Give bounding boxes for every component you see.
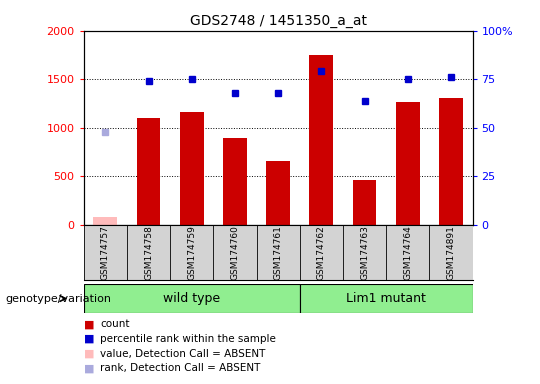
Title: GDS2748 / 1451350_a_at: GDS2748 / 1451350_a_at: [190, 14, 367, 28]
Bar: [180, 112, 204, 225]
Text: count: count: [100, 319, 130, 329]
Text: GSM174757: GSM174757: [101, 225, 110, 280]
Text: GSM174762: GSM174762: [317, 225, 326, 280]
Bar: [223, 138, 247, 225]
Text: GSM174759: GSM174759: [187, 225, 196, 280]
Bar: [300, 284, 472, 313]
Text: GSM174891: GSM174891: [447, 225, 455, 280]
Text: percentile rank within the sample: percentile rank within the sample: [100, 334, 276, 344]
Text: wild type: wild type: [163, 292, 220, 305]
Bar: [93, 217, 117, 225]
Bar: [266, 161, 290, 225]
Text: GSM174760: GSM174760: [231, 225, 239, 280]
Bar: [137, 118, 160, 225]
Bar: [84, 284, 300, 313]
Text: genotype/variation: genotype/variation: [5, 293, 111, 304]
Text: value, Detection Call = ABSENT: value, Detection Call = ABSENT: [100, 349, 265, 359]
Text: ■: ■: [84, 319, 94, 329]
Bar: [309, 55, 333, 225]
Text: GSM174761: GSM174761: [274, 225, 282, 280]
Text: GSM174764: GSM174764: [403, 225, 412, 280]
Text: GSM174763: GSM174763: [360, 225, 369, 280]
Text: ■: ■: [84, 363, 94, 373]
Text: rank, Detection Call = ABSENT: rank, Detection Call = ABSENT: [100, 363, 260, 373]
Text: ■: ■: [84, 334, 94, 344]
Text: ■: ■: [84, 349, 94, 359]
Bar: [396, 101, 420, 225]
Text: Lim1 mutant: Lim1 mutant: [346, 292, 426, 305]
Bar: [353, 180, 376, 225]
Bar: [439, 98, 463, 225]
Text: GSM174758: GSM174758: [144, 225, 153, 280]
